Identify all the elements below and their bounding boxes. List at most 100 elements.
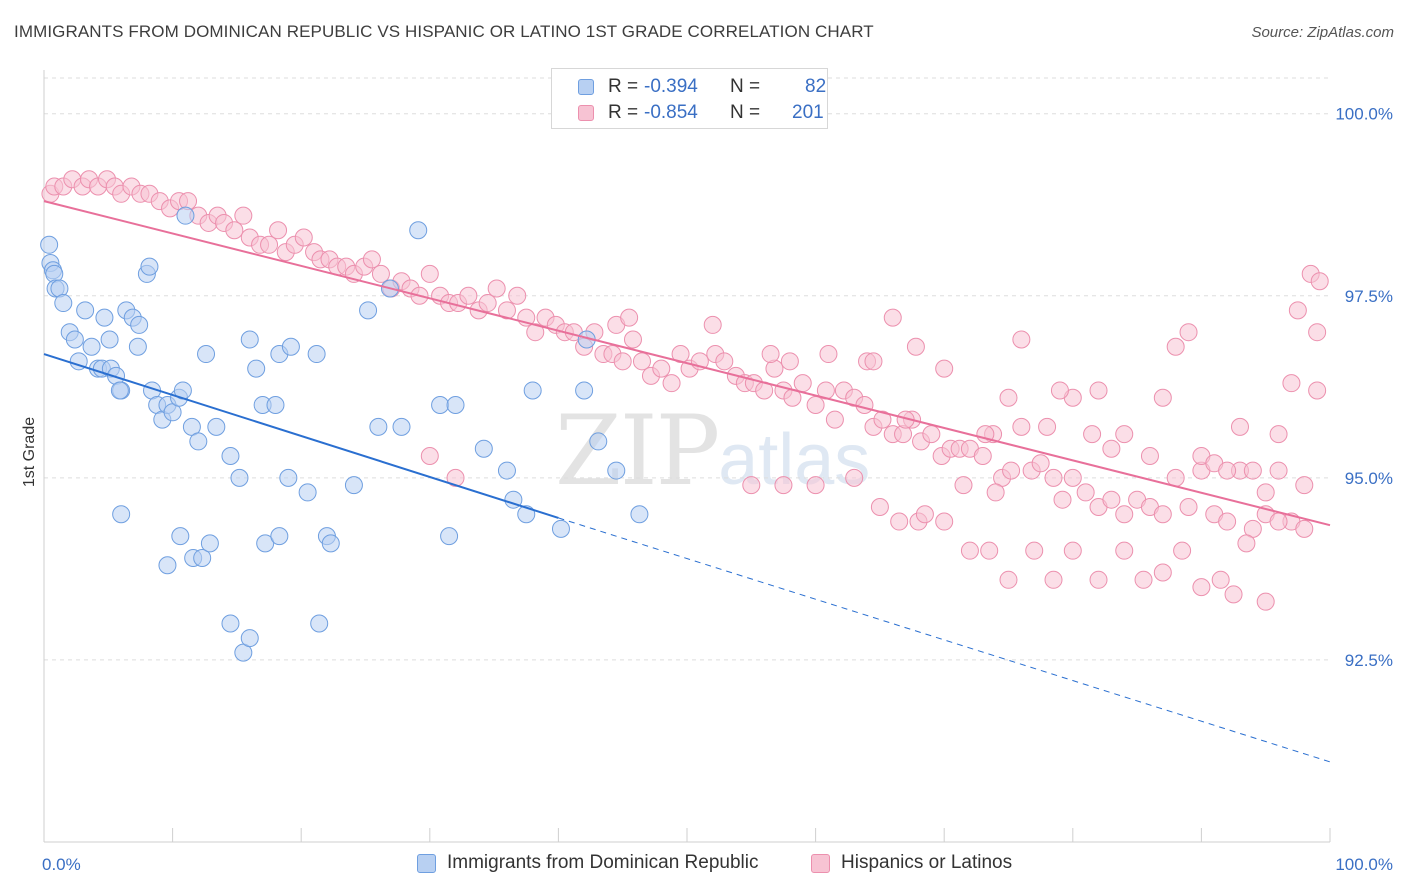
- x-tick-label-min: 0.0%: [42, 855, 81, 874]
- point-hispanics: [935, 359, 954, 378]
- point-hispanics: [1031, 454, 1050, 473]
- point-dominican: [551, 519, 570, 538]
- trend-line-hispanics: [43, 200, 1331, 527]
- point-hispanics: [1256, 483, 1275, 502]
- point-dominican: [575, 381, 594, 400]
- legend-label-dominican: Immigrants from Dominican Republic: [447, 852, 759, 873]
- point-dominican: [193, 548, 212, 567]
- point-hispanics: [906, 337, 925, 356]
- point-hispanics: [1230, 417, 1249, 436]
- point-hispanics: [1295, 519, 1314, 538]
- point-dominican: [221, 614, 240, 633]
- point-hispanics: [1179, 323, 1198, 342]
- point-hispanics: [1310, 272, 1329, 291]
- legend-r-value: -0.854: [644, 102, 698, 123]
- point-hispanics: [1269, 512, 1288, 531]
- point-dominican: [321, 534, 340, 553]
- y-axis-label: 1st Grade: [21, 417, 38, 487]
- point-hispanics: [1243, 461, 1262, 480]
- point-dominican: [176, 206, 195, 225]
- point-hispanics: [1140, 447, 1159, 465]
- point-dominican: [197, 345, 216, 364]
- point-hispanics: [1063, 541, 1082, 560]
- point-hispanics: [1218, 512, 1237, 531]
- point-hispanics: [742, 476, 761, 495]
- legend-r-label: R =: [608, 76, 639, 97]
- point-hispanics: [478, 294, 497, 313]
- point-hispanics: [793, 374, 812, 393]
- point-dominican: [523, 381, 542, 400]
- point-dominican: [307, 345, 326, 364]
- point-hispanics: [1237, 534, 1256, 553]
- point-hispanics: [1076, 483, 1095, 502]
- chart-source: Source: ZipAtlas.com: [1251, 24, 1394, 41]
- point-hispanics: [986, 483, 1005, 502]
- point-hispanics: [890, 512, 909, 531]
- point-hispanics: [1089, 570, 1108, 589]
- point-hispanics: [420, 264, 439, 283]
- point-hispanics: [1153, 505, 1172, 524]
- point-dominican: [40, 235, 59, 254]
- point-hispanics: [1083, 425, 1102, 444]
- point-hispanics: [1288, 301, 1307, 320]
- point-dominican: [589, 432, 608, 451]
- x-tick-label-max: 100.0%: [1335, 855, 1393, 874]
- point-dominican: [344, 476, 363, 495]
- point-hispanics: [487, 279, 506, 298]
- point-hispanics: [459, 286, 478, 305]
- point-dominican: [266, 396, 285, 415]
- point-dominican: [65, 330, 84, 349]
- y-tick-label: 100.0%: [1335, 105, 1393, 124]
- point-hispanics: [497, 301, 516, 320]
- point-hispanics: [999, 388, 1018, 407]
- point-hispanics: [1102, 439, 1121, 458]
- watermark-zip: ZIP: [555, 395, 720, 507]
- point-dominican: [82, 337, 101, 356]
- point-dominican: [431, 396, 450, 415]
- legend-swatch-blue: [578, 79, 594, 95]
- point-hispanics: [1218, 461, 1237, 480]
- point-dominican: [392, 417, 411, 436]
- y-tick-label: 95.0%: [1345, 469, 1393, 488]
- point-hispanics: [1211, 570, 1230, 589]
- point-dominican: [100, 330, 119, 349]
- point-hispanics: [1295, 476, 1314, 495]
- point-hispanics: [1173, 541, 1192, 560]
- point-hispanics: [973, 447, 992, 465]
- point-hispanics: [1012, 330, 1031, 349]
- point-hispanics: [1038, 417, 1057, 436]
- point-hispanics: [620, 308, 639, 327]
- point-hispanics: [954, 476, 973, 495]
- point-hispanics: [632, 352, 651, 371]
- point-hispanics: [999, 570, 1018, 589]
- point-hispanics: [819, 345, 838, 364]
- point-dominican: [130, 315, 149, 334]
- point-hispanics: [780, 352, 799, 371]
- legend-swatch-pink: [811, 854, 830, 873]
- y-tick-label: 97.5%: [1345, 287, 1393, 306]
- point-dominican: [256, 534, 275, 553]
- point-hispanics: [1153, 563, 1172, 582]
- point-hispanics: [1308, 323, 1327, 342]
- point-hispanics: [1063, 468, 1082, 487]
- point-hispanics: [960, 541, 979, 560]
- point-dominican: [54, 294, 73, 313]
- point-dominican: [281, 337, 300, 356]
- point-hispanics: [1089, 381, 1108, 400]
- trend-line-dominican-extension: [558, 517, 1331, 763]
- point-hispanics: [825, 410, 844, 429]
- point-hispanics: [1115, 425, 1134, 444]
- point-hispanics: [864, 352, 883, 371]
- trend-lines: [43, 200, 1331, 763]
- point-hispanics: [1282, 374, 1301, 393]
- point-dominican: [221, 447, 240, 465]
- series-dominican-points: [40, 206, 649, 662]
- legend-swatch-blue: [417, 854, 436, 873]
- point-hispanics: [420, 447, 439, 465]
- point-hispanics: [915, 505, 934, 524]
- point-dominican: [630, 505, 649, 524]
- legend-swatch-pink: [578, 105, 594, 121]
- point-dominican: [310, 614, 329, 633]
- point-dominican: [240, 629, 259, 648]
- point-dominican: [497, 461, 516, 480]
